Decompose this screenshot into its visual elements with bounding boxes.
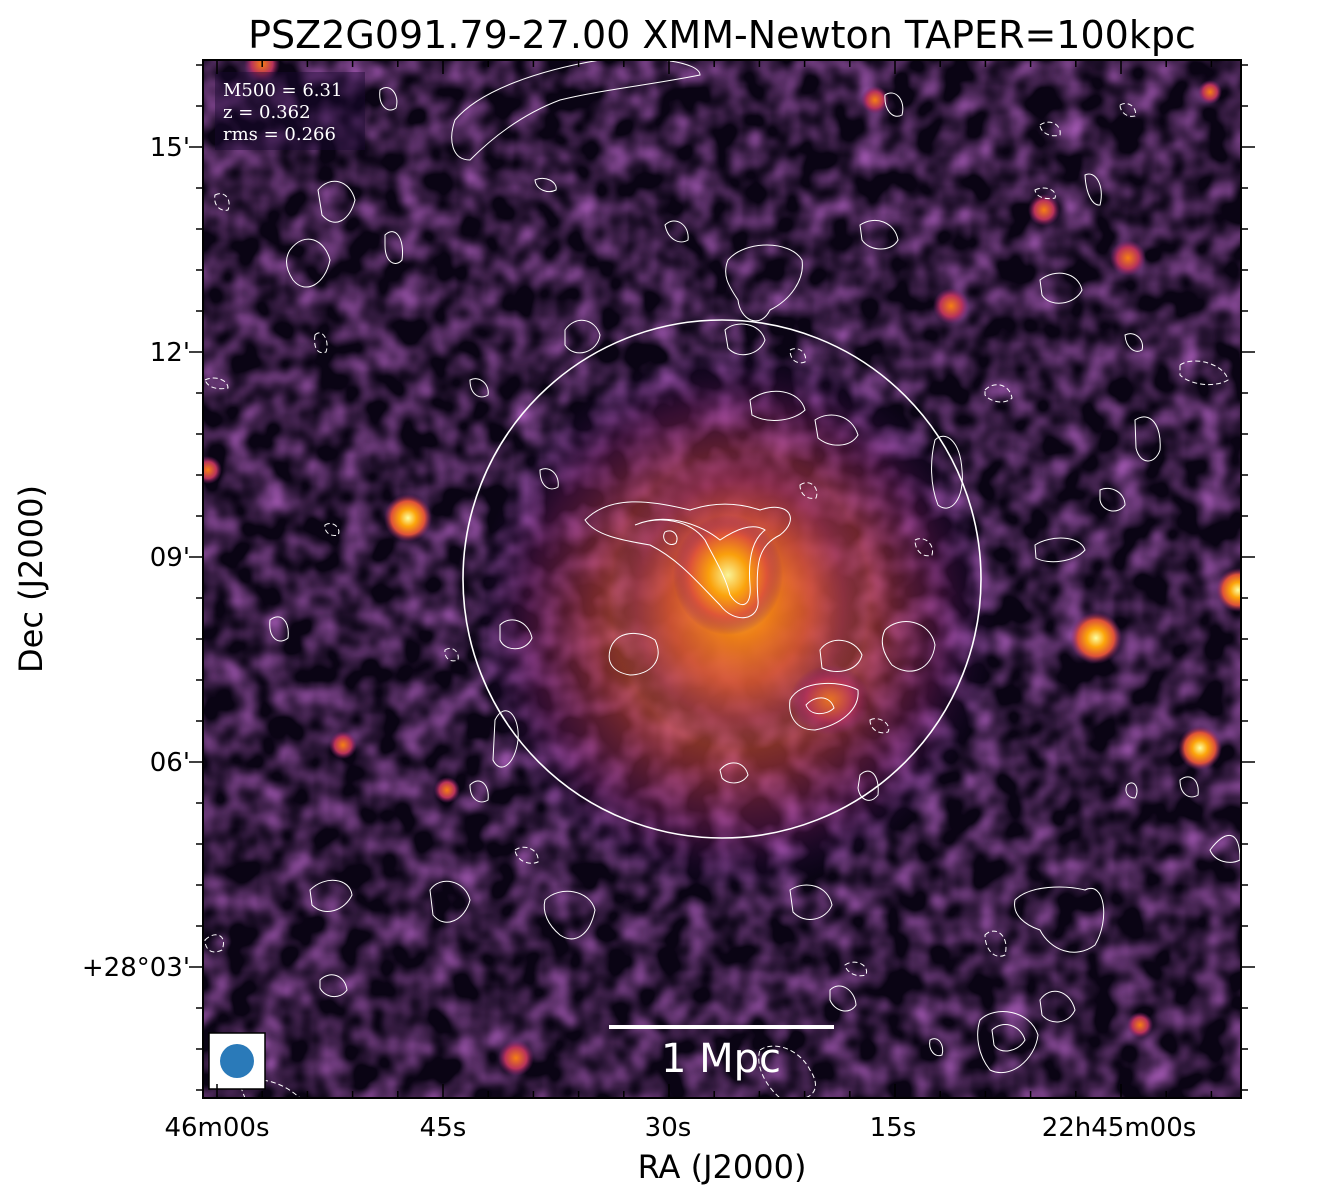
point-source <box>434 777 460 803</box>
axis-ticks <box>189 60 1255 1098</box>
info-redshift: z = 0.362 <box>223 102 311 123</box>
point-source <box>1028 194 1060 226</box>
cluster-knot <box>790 665 870 735</box>
point-source <box>498 1040 534 1076</box>
point-source <box>1070 612 1122 664</box>
y-tick-label: 12' <box>150 338 190 368</box>
plot-frame <box>202 59 1242 1099</box>
point-source <box>1178 726 1222 770</box>
info-m500: M500 = 6.31 <box>223 80 342 101</box>
beam-ellipse <box>220 1044 254 1078</box>
info-box <box>215 72 365 150</box>
y-tick-labels: 15' 12' 09' 06' +28°03' <box>82 133 190 983</box>
cluster-core <box>673 515 783 635</box>
y-tick-label: 15' <box>150 133 190 163</box>
info-rms: rms = 0.266 <box>223 124 336 145</box>
r500-circle <box>462 319 982 839</box>
y-axis-label: Dec (J2000) <box>12 485 50 673</box>
y-tick-label: +28°03' <box>82 953 190 983</box>
point-source <box>384 494 432 542</box>
figure-title: PSZ2G091.79-27.00 XMM-Newton TAPER=100kp… <box>248 13 1196 57</box>
x-tick-labels: 46m00s 45s 30s 15s 22h45m00s <box>164 1113 1196 1143</box>
x-tick-label: 15s <box>870 1113 917 1143</box>
point-source <box>329 731 357 759</box>
radio-contours <box>269 60 1241 1073</box>
x-tick-label: 30s <box>645 1113 692 1143</box>
x-tick-label: 45s <box>420 1113 467 1143</box>
xray-image: M500 = 6.31 z = 0.362 rms = 0.266 1 Mpc <box>203 60 1241 1098</box>
point-source <box>1110 240 1146 276</box>
point-source <box>933 288 969 324</box>
x-tick-label: 22h45m00s <box>1042 1113 1197 1143</box>
point-source <box>203 456 222 484</box>
point-source <box>244 60 280 82</box>
x-tick-label: 46m00s <box>164 1113 269 1143</box>
point-source <box>861 86 889 114</box>
y-tick-label: 09' <box>150 543 190 573</box>
scale-bar-label: 1 Mpc <box>661 1036 781 1082</box>
y-tick-label: 06' <box>150 748 190 778</box>
point-source <box>1198 80 1222 104</box>
x-axis-label: RA (J2000) <box>638 1148 807 1186</box>
point-source <box>1216 568 1241 612</box>
point-source <box>1127 1012 1153 1038</box>
